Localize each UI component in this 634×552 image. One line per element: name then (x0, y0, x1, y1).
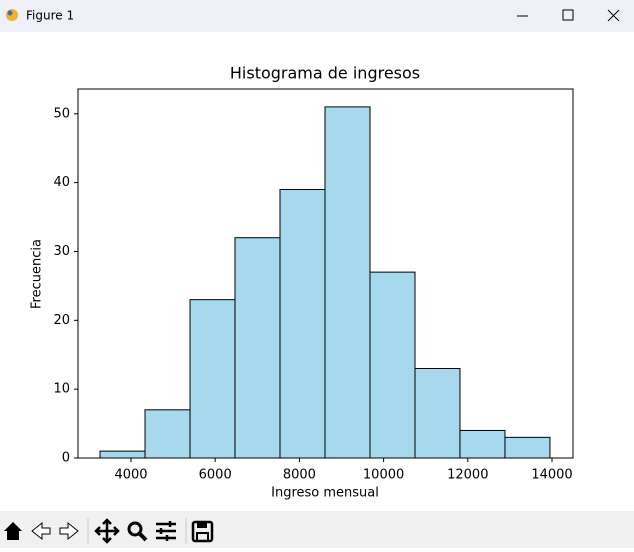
x-axis-label: Ingreso mensual (271, 486, 379, 501)
y-tick-label: 20 (53, 313, 70, 328)
app-icon (6, 9, 18, 21)
bar (279, 189, 326, 459)
home-button[interactable] (4, 522, 22, 540)
window-title: Figure 1 (26, 9, 74, 23)
close-button[interactable] (607, 9, 620, 22)
bar (369, 271, 416, 459)
x-tick-label: 6000 (199, 468, 232, 483)
toolbar (0, 511, 634, 548)
y-axis-label: Frecuencia (30, 239, 45, 309)
bar (414, 368, 461, 459)
bar (234, 237, 281, 459)
x-tick-label: 4000 (114, 468, 147, 483)
plot: Histograma de ingresos Ingreso mensual F… (30, 64, 574, 501)
y-tick-label: 30 (53, 244, 70, 259)
back-button[interactable] (31, 521, 51, 541)
bar (459, 429, 506, 459)
y-tick-label: 40 (53, 175, 70, 190)
x-tick-label: 8000 (283, 468, 316, 483)
y-tick-label: 50 (53, 106, 70, 121)
title-bar (0, 0, 634, 32)
bar (189, 299, 236, 459)
x-tick-label: 14000 (531, 468, 572, 483)
save-button[interactable] (191, 520, 214, 543)
x-tick-label: 12000 (447, 468, 488, 483)
pan-button[interactable] (94, 518, 120, 544)
bar (324, 106, 371, 459)
axes-frame (77, 88, 574, 459)
maximize-button[interactable] (562, 9, 574, 21)
chart-title: Histograma de ingresos (230, 64, 420, 83)
bar (504, 436, 551, 459)
bar (99, 450, 146, 459)
y-tick-label: 10 (53, 382, 70, 397)
zoom-button[interactable] (127, 521, 148, 542)
forward-button[interactable] (59, 521, 79, 541)
y-tick-label: 0 (62, 451, 70, 466)
bar (144, 409, 191, 459)
x-tick-label: 10000 (363, 468, 404, 483)
configure-button[interactable] (156, 521, 176, 541)
